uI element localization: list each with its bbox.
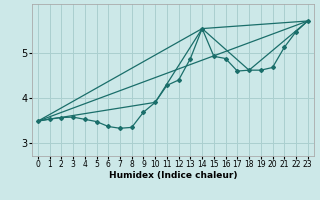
X-axis label: Humidex (Indice chaleur): Humidex (Indice chaleur) — [108, 171, 237, 180]
